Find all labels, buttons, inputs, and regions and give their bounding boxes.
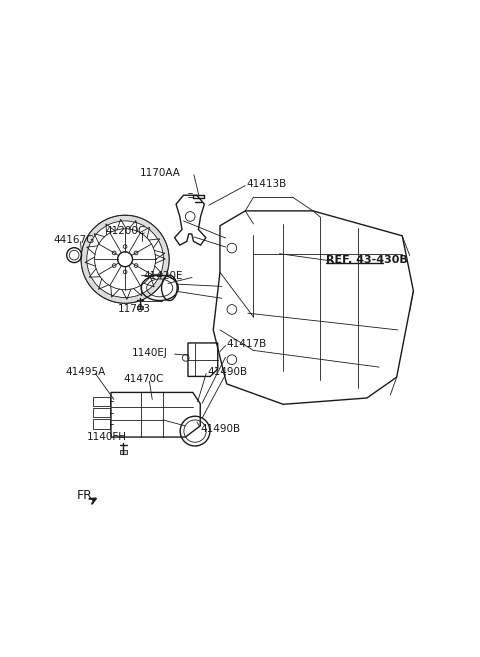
Text: 1170AA: 1170AA bbox=[140, 168, 181, 177]
FancyBboxPatch shape bbox=[120, 450, 127, 454]
Text: 11703: 11703 bbox=[118, 304, 151, 314]
Text: 41495A: 41495A bbox=[65, 367, 106, 376]
Text: 1140FH: 1140FH bbox=[86, 432, 127, 442]
Text: REF. 43-430B: REF. 43-430B bbox=[326, 255, 408, 265]
Text: 41490B: 41490B bbox=[201, 424, 241, 434]
Text: 41417B: 41417B bbox=[227, 339, 267, 349]
Wedge shape bbox=[81, 215, 169, 303]
Text: 1140EJ: 1140EJ bbox=[132, 348, 168, 358]
Text: 44167G: 44167G bbox=[53, 235, 95, 244]
Text: 41420E: 41420E bbox=[143, 271, 183, 281]
Text: 41490B: 41490B bbox=[207, 367, 247, 376]
FancyBboxPatch shape bbox=[137, 306, 143, 309]
Text: 41470C: 41470C bbox=[123, 374, 164, 384]
Text: 41200C: 41200C bbox=[105, 225, 145, 236]
Text: FR.: FR. bbox=[77, 489, 96, 502]
Text: 41413B: 41413B bbox=[246, 179, 286, 189]
